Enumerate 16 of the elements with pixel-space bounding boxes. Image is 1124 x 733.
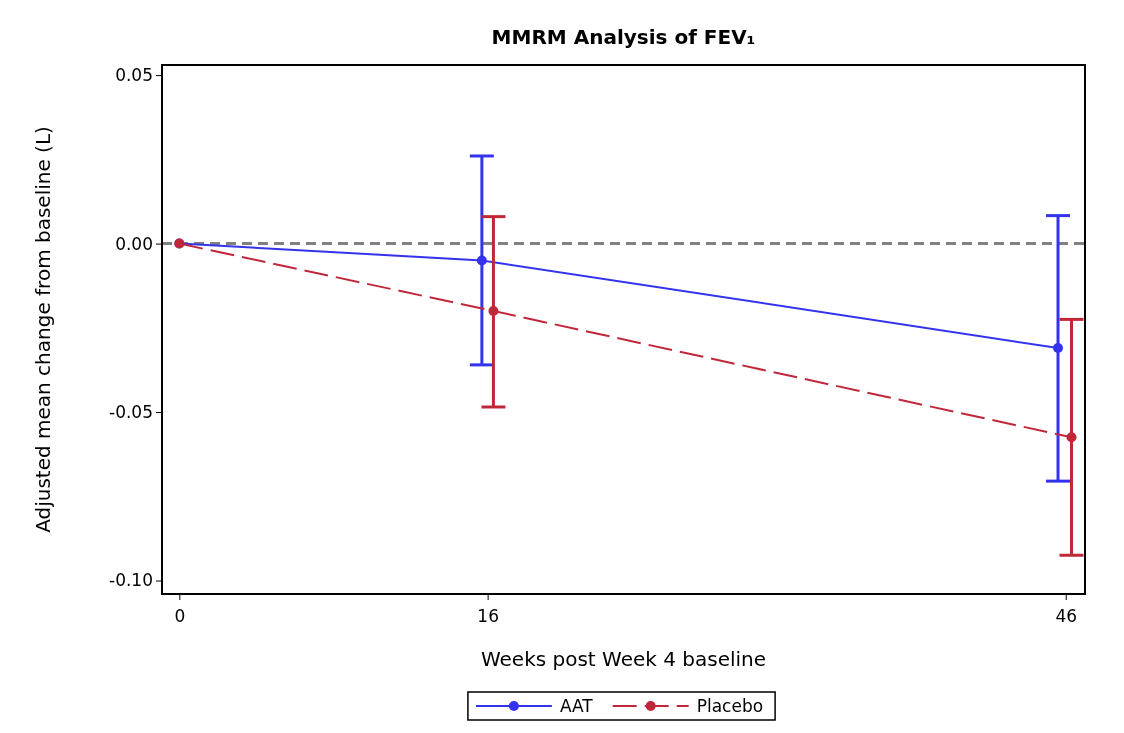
point xyxy=(1053,343,1064,354)
x-axis-title: Weeks post Week 4 baseline xyxy=(480,647,767,671)
x-tick-label: 16 xyxy=(477,605,499,626)
legend-label: Placebo xyxy=(696,696,764,716)
x-tick-label: 0 xyxy=(174,605,186,626)
point xyxy=(488,305,499,316)
chart-title: MMRM Analysis of FEV₁ xyxy=(491,25,756,49)
y-tick-label: 0.00 xyxy=(115,233,153,254)
point xyxy=(476,255,487,266)
legend-label: AAT xyxy=(559,696,594,716)
y-tick-label: -0.05 xyxy=(109,401,153,422)
x-tick-label: 46 xyxy=(1055,605,1078,626)
y-axis-title: Adjusted mean change from baseline (L) xyxy=(31,126,55,533)
y-tick-label: 0.05 xyxy=(115,65,153,86)
y-tick-label: -0.10 xyxy=(109,570,153,591)
point xyxy=(1066,432,1077,443)
